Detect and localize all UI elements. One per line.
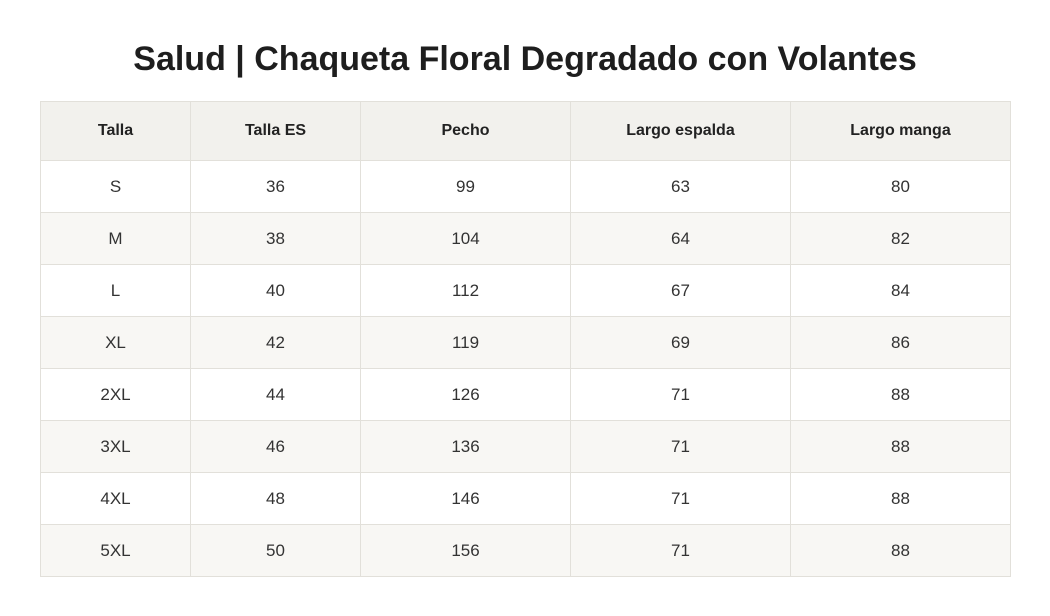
table-cell: 86 [790, 316, 1011, 369]
table-cell: 67 [570, 264, 791, 317]
table-row: M 38 104 64 82 [40, 212, 1011, 265]
table-row: 2XL 44 126 71 88 [40, 368, 1011, 421]
table-cell: 88 [790, 524, 1011, 577]
table-cell: 126 [360, 368, 571, 421]
table-cell: 48 [190, 472, 361, 525]
table-cell: 42 [190, 316, 361, 369]
table-cell: 156 [360, 524, 571, 577]
table-cell: 69 [570, 316, 791, 369]
table-row: 5XL 50 156 71 88 [40, 524, 1011, 577]
table-row: XL 42 119 69 86 [40, 316, 1011, 369]
table-cell: 80 [790, 160, 1011, 213]
table-cell: 71 [570, 368, 791, 421]
table-cell: 38 [190, 212, 361, 265]
table-cell: 50 [190, 524, 361, 577]
table-cell: 119 [360, 316, 571, 369]
table-cell: 104 [360, 212, 571, 265]
table-cell: 5XL [40, 524, 191, 577]
table-cell: 146 [360, 472, 571, 525]
table-cell: 88 [790, 472, 1011, 525]
table-cell: M [40, 212, 191, 265]
table-cell: 44 [190, 368, 361, 421]
table-cell: 99 [360, 160, 571, 213]
table-row: 4XL 48 146 71 88 [40, 472, 1011, 525]
page-title: Salud | Chaqueta Floral Degradado con Vo… [133, 40, 917, 78]
column-header-largo-manga: Largo manga [790, 101, 1011, 161]
table-cell: 84 [790, 264, 1011, 317]
table-cell: 36 [190, 160, 361, 213]
table-cell: 63 [570, 160, 791, 213]
table-cell: 71 [570, 420, 791, 473]
table-header-row: Talla Talla ES Pecho Largo espalda Largo… [40, 101, 1011, 161]
table-cell: 2XL [40, 368, 191, 421]
table-row: 3XL 46 136 71 88 [40, 420, 1011, 473]
table-row: L 40 112 67 84 [40, 264, 1011, 317]
column-header-talla-es: Talla ES [190, 101, 361, 161]
size-chart-table: Talla Talla ES Pecho Largo espalda Largo… [40, 101, 1011, 577]
table-cell: 136 [360, 420, 571, 473]
table-cell: 46 [190, 420, 361, 473]
table-cell: 82 [790, 212, 1011, 265]
table-cell: L [40, 264, 191, 317]
table-cell: 4XL [40, 472, 191, 525]
table-cell: 71 [570, 524, 791, 577]
table-cell: 64 [570, 212, 791, 265]
table-cell: 88 [790, 368, 1011, 421]
column-header-talla: Talla [40, 101, 191, 161]
table-row: S 36 99 63 80 [40, 160, 1011, 213]
table-cell: 88 [790, 420, 1011, 473]
table-cell: 40 [190, 264, 361, 317]
column-header-largo-espalda: Largo espalda [570, 101, 791, 161]
table-cell: 71 [570, 472, 791, 525]
table-cell: 3XL [40, 420, 191, 473]
column-header-pecho: Pecho [360, 101, 571, 161]
table-cell: XL [40, 316, 191, 369]
table-cell: S [40, 160, 191, 213]
table-cell: 112 [360, 264, 571, 317]
